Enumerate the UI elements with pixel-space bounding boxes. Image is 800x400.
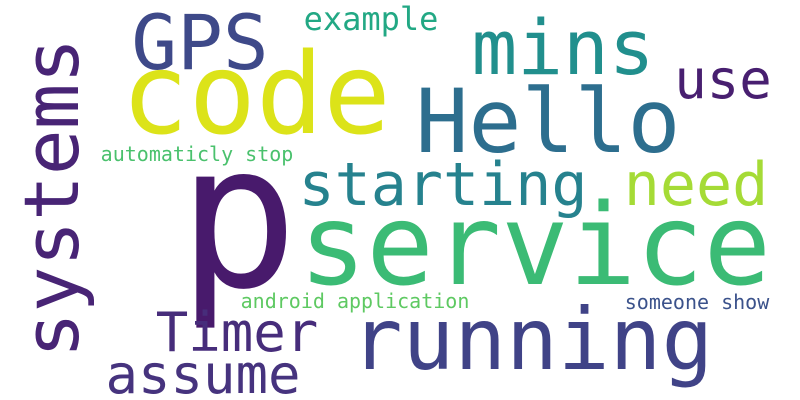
word-example: example <box>303 0 439 38</box>
word-mins: mins <box>471 3 655 92</box>
word-p: p <box>177 101 299 334</box>
word-use: use <box>674 48 772 111</box>
word-android-application: android application <box>240 289 470 313</box>
word-service: service <box>298 181 772 311</box>
word-need: need <box>623 150 769 220</box>
word-starting: starting <box>298 150 588 220</box>
word-code: code <box>121 30 391 160</box>
word-timer: Timer <box>155 301 319 364</box>
word-assume: assume <box>105 343 301 400</box>
word-systems: systems <box>7 37 96 359</box>
word-automaticly-stop: automaticly stop <box>100 142 294 166</box>
word-gps: GPS <box>131 0 269 87</box>
word-running: running <box>350 290 714 390</box>
word-hello: Hello <box>415 70 681 173</box>
word-someone-show: someone show <box>624 290 770 314</box>
